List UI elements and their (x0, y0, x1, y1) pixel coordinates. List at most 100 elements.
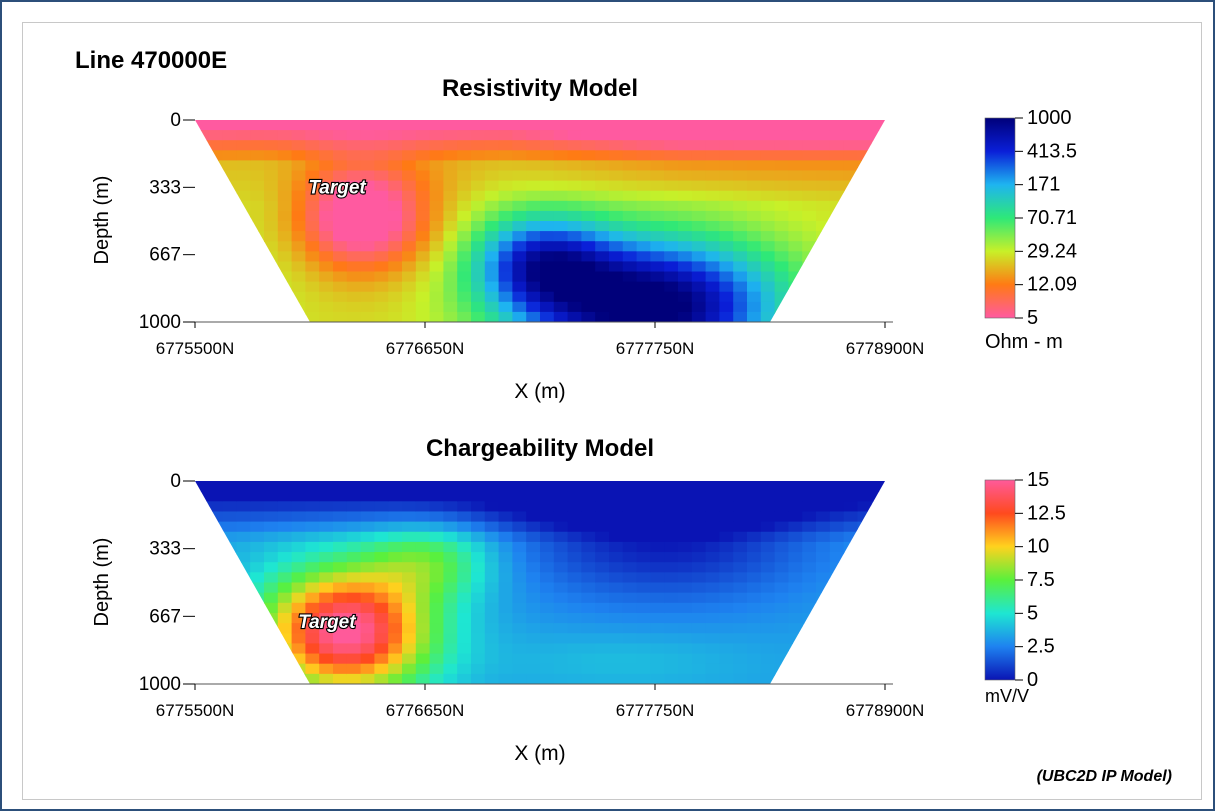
heatmap-cell (595, 271, 610, 283)
heatmap-cell (595, 481, 610, 492)
heatmap-cell (733, 120, 748, 131)
heatmap-cell (609, 562, 624, 573)
heatmap-cell (388, 612, 403, 624)
heatmap-cell (443, 150, 458, 161)
heatmap-cell (816, 612, 831, 624)
heatmap-cell (760, 231, 776, 242)
heatmap-cell (733, 221, 748, 232)
heatmap-cell (305, 281, 320, 293)
heatmap-cell (346, 120, 362, 131)
heatmap-cell (705, 633, 720, 644)
heatmap-cell (816, 291, 831, 303)
heatmap-cell (857, 311, 872, 322)
heatmap-cell (526, 200, 541, 212)
y-tick-label: 1000 (139, 674, 181, 695)
heatmap-cell (595, 221, 610, 232)
heatmap-cell (402, 582, 417, 594)
heatmap-cell (567, 281, 582, 293)
heatmap-cell (236, 623, 251, 634)
heatmap-cell (277, 643, 293, 655)
heatmap-cell (650, 271, 665, 283)
heatmap-cell (360, 643, 375, 655)
heatmap-cell (747, 633, 762, 644)
heatmap-cell (236, 150, 251, 161)
heatmap-cell (512, 120, 527, 131)
heatmap-cell (195, 562, 210, 573)
heatmap-cell (774, 623, 789, 634)
heatmap-cell (526, 572, 541, 584)
heatmap-cell (636, 562, 651, 573)
heatmap-cell (402, 241, 417, 252)
heatmap-cell (567, 511, 582, 523)
heatmap-cell (829, 592, 845, 604)
heatmap-cell (788, 531, 803, 543)
heatmap-cell (457, 643, 472, 655)
heatmap-cell (802, 582, 817, 594)
heatmap-cell (816, 170, 831, 182)
heatmap-cell (567, 663, 582, 675)
heatmap-cell (415, 643, 431, 655)
heatmap-cell (360, 623, 375, 634)
heatmap-cell (402, 251, 417, 262)
heatmap-cell (457, 291, 472, 303)
heatmap-cell (415, 572, 431, 584)
heatmap-cell (871, 511, 885, 523)
heatmap-cell (774, 190, 789, 202)
x-tick-label: 6775500N (156, 701, 234, 720)
heatmap-cell (760, 643, 776, 655)
heatmap-cell (360, 481, 375, 492)
heatmap-cell (319, 130, 334, 141)
heatmap-cell (360, 140, 375, 151)
heatmap-cell (664, 221, 679, 232)
heatmap-cell (498, 511, 513, 523)
heatmap-cell (595, 501, 610, 513)
heatmap-cell (388, 501, 403, 513)
heatmap-cell (678, 231, 693, 242)
heatmap-cell (512, 160, 527, 172)
heatmap-cell (277, 663, 293, 675)
heatmap-cell (264, 200, 279, 212)
heatmap-cell (650, 572, 665, 584)
heatmap-cell (415, 562, 431, 573)
heatmap-cell (609, 663, 624, 675)
heatmap-cell (291, 481, 306, 492)
heatmap-cell (705, 663, 720, 675)
heatmap-cell (636, 281, 651, 293)
heatmap-cell (346, 491, 362, 502)
heatmap-cell (222, 130, 237, 141)
heatmap-cell (636, 643, 651, 655)
heatmap-cell (402, 623, 417, 634)
heatmap-cell (581, 231, 596, 242)
heatmap-cell (609, 210, 624, 222)
heatmap-cell (429, 160, 444, 172)
heatmap-cell (760, 241, 776, 252)
heatmap-cell (609, 552, 624, 563)
heatmap-cell (553, 562, 569, 573)
heatmap-cell (857, 663, 872, 675)
heatmap-cell (857, 130, 872, 141)
heatmap-cell (484, 663, 500, 675)
heatmap-cell (857, 673, 872, 684)
heatmap-cell (319, 221, 334, 232)
heatmap-cell (567, 221, 582, 232)
heatmap-cell (277, 653, 293, 665)
heatmap-cell (622, 221, 638, 232)
heatmap-cell (388, 210, 403, 222)
heatmap-cell (305, 251, 320, 262)
heatmap-cell (512, 501, 527, 513)
heatmap-cell (360, 271, 375, 283)
heatmap-cell (471, 311, 486, 322)
heatmap-cell (622, 663, 638, 675)
heatmap-cell (305, 200, 320, 212)
heatmap-cell (195, 241, 210, 252)
heatmap-cell (457, 120, 472, 131)
heatmap-cell (429, 261, 444, 273)
heatmap-cell (319, 481, 334, 492)
heatmap-cell (747, 663, 762, 675)
heatmap-cell (222, 673, 237, 684)
heatmap-cell (664, 190, 679, 202)
heatmap-cell (678, 180, 693, 192)
heatmap-cell (277, 140, 293, 151)
heatmap-cell (553, 271, 569, 283)
heatmap-cell (222, 120, 237, 131)
